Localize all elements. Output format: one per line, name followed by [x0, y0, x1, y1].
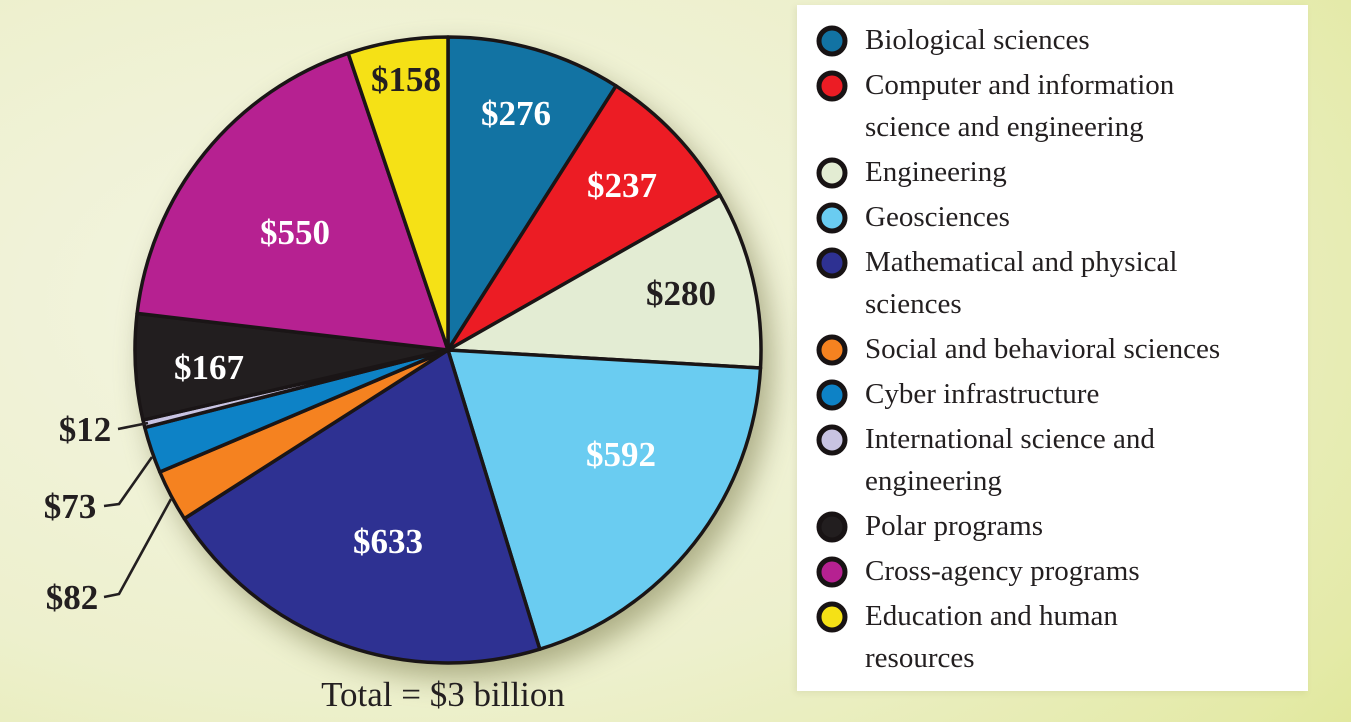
legend-label: Cross-agency programs	[865, 550, 1140, 592]
leader-lines	[103, 421, 173, 599]
legend-label: International science and engineering	[865, 418, 1155, 502]
legend-marker-icon	[816, 202, 848, 234]
legend-label-line: Mathematical and physical	[865, 246, 1178, 278]
legend-item-computer-information: Computer and information science and eng…	[815, 64, 1292, 148]
legend-label: Computer and information science and eng…	[865, 64, 1174, 148]
legend-marker-icon	[816, 556, 848, 588]
legend-item-social-behavioral: Social and behavioral sciences	[815, 328, 1292, 370]
slice-value-computer: $237	[587, 166, 657, 205]
legend-label-line: International science and	[865, 423, 1155, 455]
slice-value-cyber: $73	[44, 487, 97, 526]
leader-line-international	[117, 421, 149, 431]
slice-value-education: $158	[371, 60, 441, 99]
legend-marker-icon	[816, 424, 848, 456]
legend-label-line: Computer and information	[865, 69, 1175, 101]
legend-label: Cyber infrastructure	[865, 373, 1099, 415]
slice-value-geosciences: $592	[586, 435, 656, 474]
slice-geosciences	[446, 348, 763, 651]
slice-education-human-resources	[346, 35, 450, 352]
slice-cross-agency-programs	[135, 51, 450, 352]
legend-label: Education and human resources	[865, 595, 1118, 679]
legend-label-line: engineering	[865, 465, 1002, 497]
legend-item-biological-sciences: Biological sciences	[815, 19, 1292, 61]
slice-value-polar: $167	[174, 348, 244, 387]
legend-label-line: Education and human	[865, 600, 1118, 632]
legend-item-mathematical-physical: Mathematical and physical sciences	[815, 241, 1292, 325]
legend-item-education-human-resources: Education and human resources	[815, 595, 1292, 679]
slice-computer-information-science-engineering	[446, 84, 722, 352]
slice-value-biological: $276	[481, 94, 551, 133]
legend-label-line: Social and behavioral sciences	[865, 333, 1221, 365]
slice-biological-sciences	[446, 35, 618, 352]
legend-marker-icon	[816, 601, 848, 633]
legend-item-cross-agency: Cross-agency programs	[815, 550, 1292, 592]
legend-item-international: International science and engineering	[815, 418, 1292, 502]
legend-item-geosciences: Geosciences	[815, 196, 1292, 238]
legend-label-line: science and engineering	[865, 111, 1144, 143]
legend-marker-icon	[816, 70, 848, 102]
slice-value-mathematical: $633	[353, 522, 423, 561]
slice-mathematical-physical-sciences	[182, 348, 542, 665]
legend-marker-icon	[816, 25, 848, 57]
legend-label: Biological sciences	[865, 19, 1090, 61]
legend-label-line: sciences	[865, 288, 962, 320]
slice-value-cross-agency: $550	[260, 213, 330, 252]
legend-label: Mathematical and physical sciences	[865, 241, 1177, 325]
legend-label-line: resources	[865, 642, 975, 674]
legend-item-polar-programs: Polar programs	[815, 505, 1292, 547]
legend-label-line: Cyber infrastructure	[865, 378, 1100, 410]
legend-item-cyber-infrastructure: Cyber infrastructure	[815, 373, 1292, 415]
legend-marker-icon	[816, 379, 848, 411]
legend-label-line: Geosciences	[865, 201, 1010, 233]
legend-label-line: Engineering	[865, 156, 1007, 188]
slice-value-international: $12	[59, 410, 112, 449]
legend-marker-icon	[816, 511, 848, 543]
leader-line-cyber	[103, 456, 154, 508]
leader-line-social	[103, 498, 173, 599]
slice-value-engineering: $280	[646, 274, 716, 313]
legend-label: Social and behavioral sciences	[865, 328, 1220, 370]
total-label: Total = $3 billion	[321, 675, 565, 714]
slice-value-social: $82	[46, 578, 99, 617]
slice-engineering	[446, 193, 763, 370]
pie-slices	[133, 35, 763, 665]
slice-value-labels: $276 $237 $280 $592 $633 $167 $550 $158 …	[44, 60, 716, 617]
legend-marker-icon	[816, 157, 848, 189]
legend-label-line: Polar programs	[865, 510, 1043, 542]
legend-marker-icon	[816, 334, 848, 366]
legend-label-line: Biological sciences	[865, 24, 1090, 56]
legend-label: Geosciences	[865, 196, 1010, 238]
legend-label-line: Cross-agency programs	[865, 555, 1140, 587]
legend-item-engineering: Engineering	[815, 151, 1292, 193]
legend-label: Engineering	[865, 151, 1007, 193]
legend-label: Polar programs	[865, 505, 1043, 547]
legend-marker-icon	[816, 247, 848, 279]
legend: Biological sciences Computer and informa…	[797, 5, 1308, 691]
